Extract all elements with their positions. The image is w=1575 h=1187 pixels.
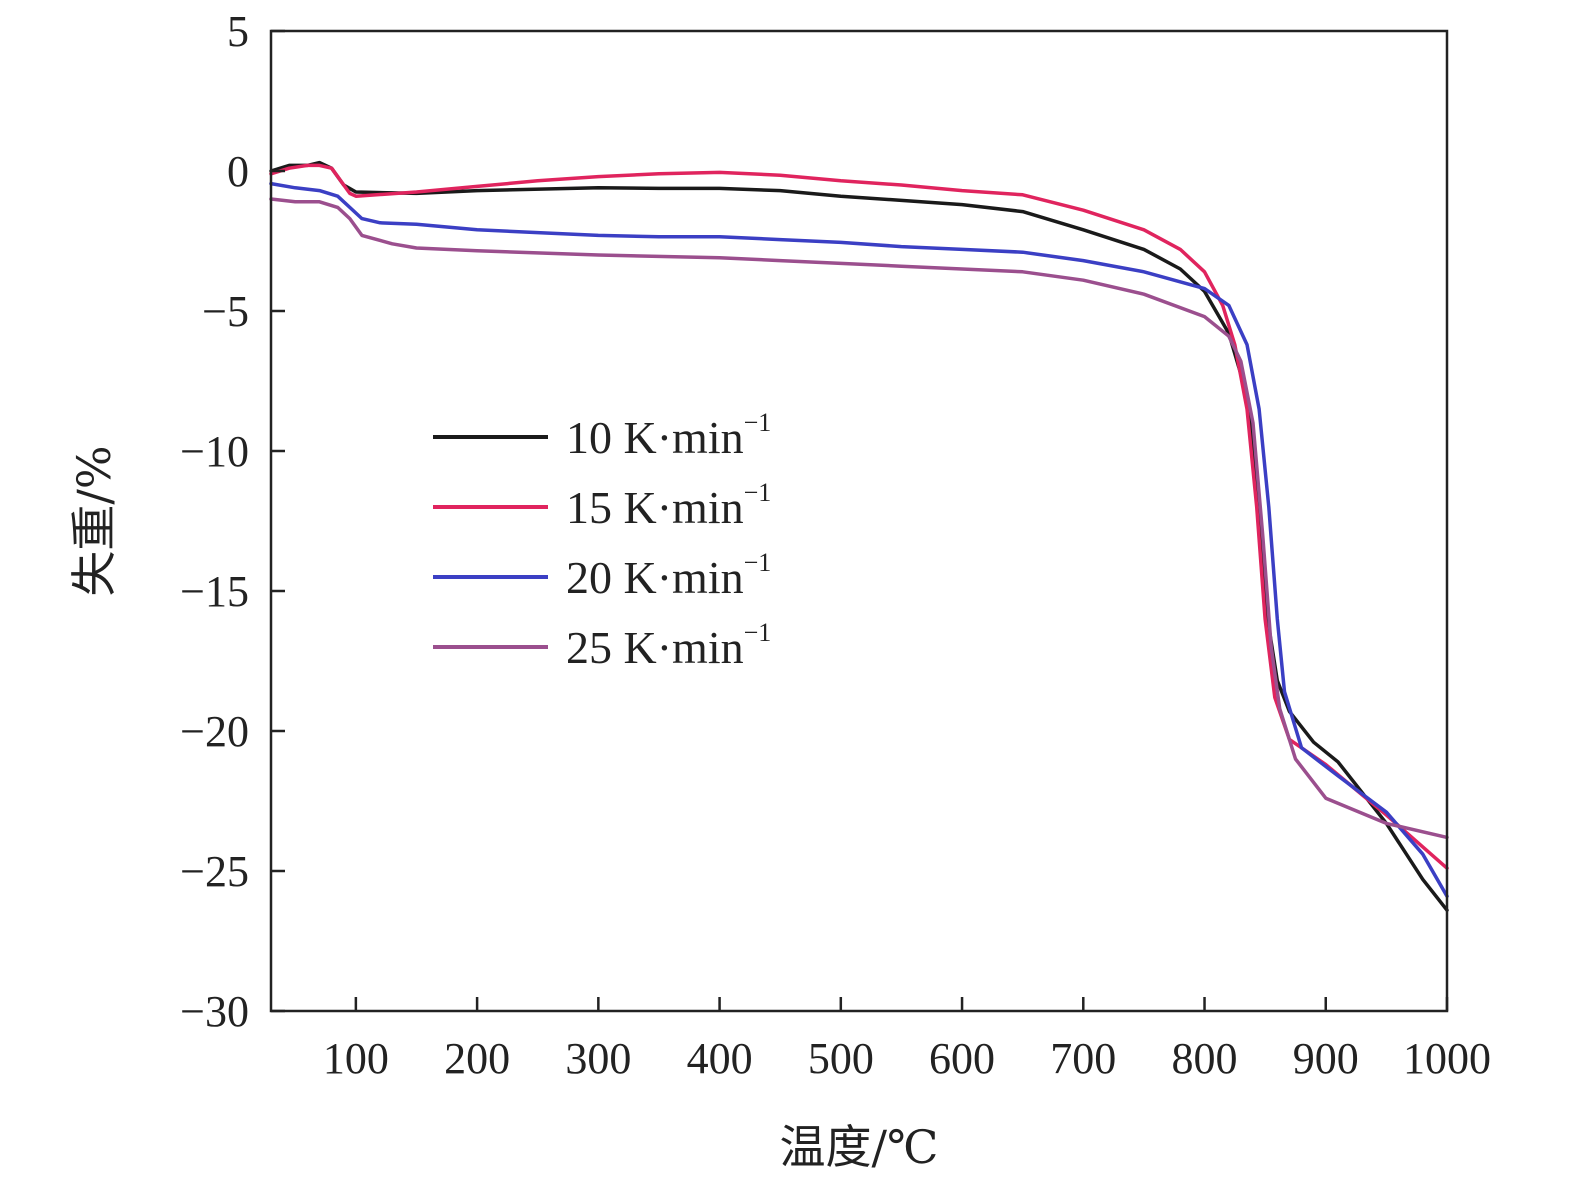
y-tick-label: −15	[180, 567, 249, 616]
x-tick-label: 300	[565, 1034, 631, 1083]
legend-label-3: 20 K·min−1	[566, 548, 771, 603]
legend-label-1: 10 K·min−1	[566, 408, 771, 463]
x-axis-label: 温度/℃	[780, 1120, 939, 1174]
y-tick-label: 5	[227, 7, 249, 56]
x-tick-label: 200	[444, 1034, 510, 1083]
x-tick-label: 100	[323, 1034, 389, 1083]
x-tick-label: 900	[1293, 1034, 1359, 1083]
y-tick-label: −30	[180, 987, 249, 1036]
x-tick-label: 1000	[1403, 1034, 1491, 1083]
legend-label-4: 25 K·min−1	[566, 618, 771, 673]
x-tick-label: 800	[1172, 1034, 1238, 1083]
y-tick-label: −5	[202, 287, 249, 336]
x-tick-label: 400	[687, 1034, 753, 1083]
y-tick-label: 0	[227, 147, 249, 196]
series-line-2	[269, 163, 1449, 870]
y-tick-label: −20	[180, 707, 249, 756]
y-tick-label: −25	[180, 847, 249, 896]
y-axis-label: 失重/%	[67, 445, 121, 596]
y-tick-label: −10	[180, 427, 249, 476]
legend-label-2: 15 K·min−1	[566, 478, 771, 533]
series-layer	[269, 160, 1449, 912]
x-tick-label: 500	[808, 1034, 874, 1083]
legend: 10 K·min−1 15 K·min−1 20 K·min−1 25 K·min−1	[433, 408, 771, 673]
series-line-4	[269, 197, 1449, 840]
plot-frame	[269, 29, 1449, 1013]
ticks-layer: 100 200 300 400 500 600 700 800 900 1000 5 0 −5 −10 −1…	[180, 7, 1491, 1083]
x-tick-label: 600	[929, 1034, 995, 1083]
x-tick-label: 700	[1050, 1034, 1116, 1083]
series-line-3	[269, 181, 1449, 898]
